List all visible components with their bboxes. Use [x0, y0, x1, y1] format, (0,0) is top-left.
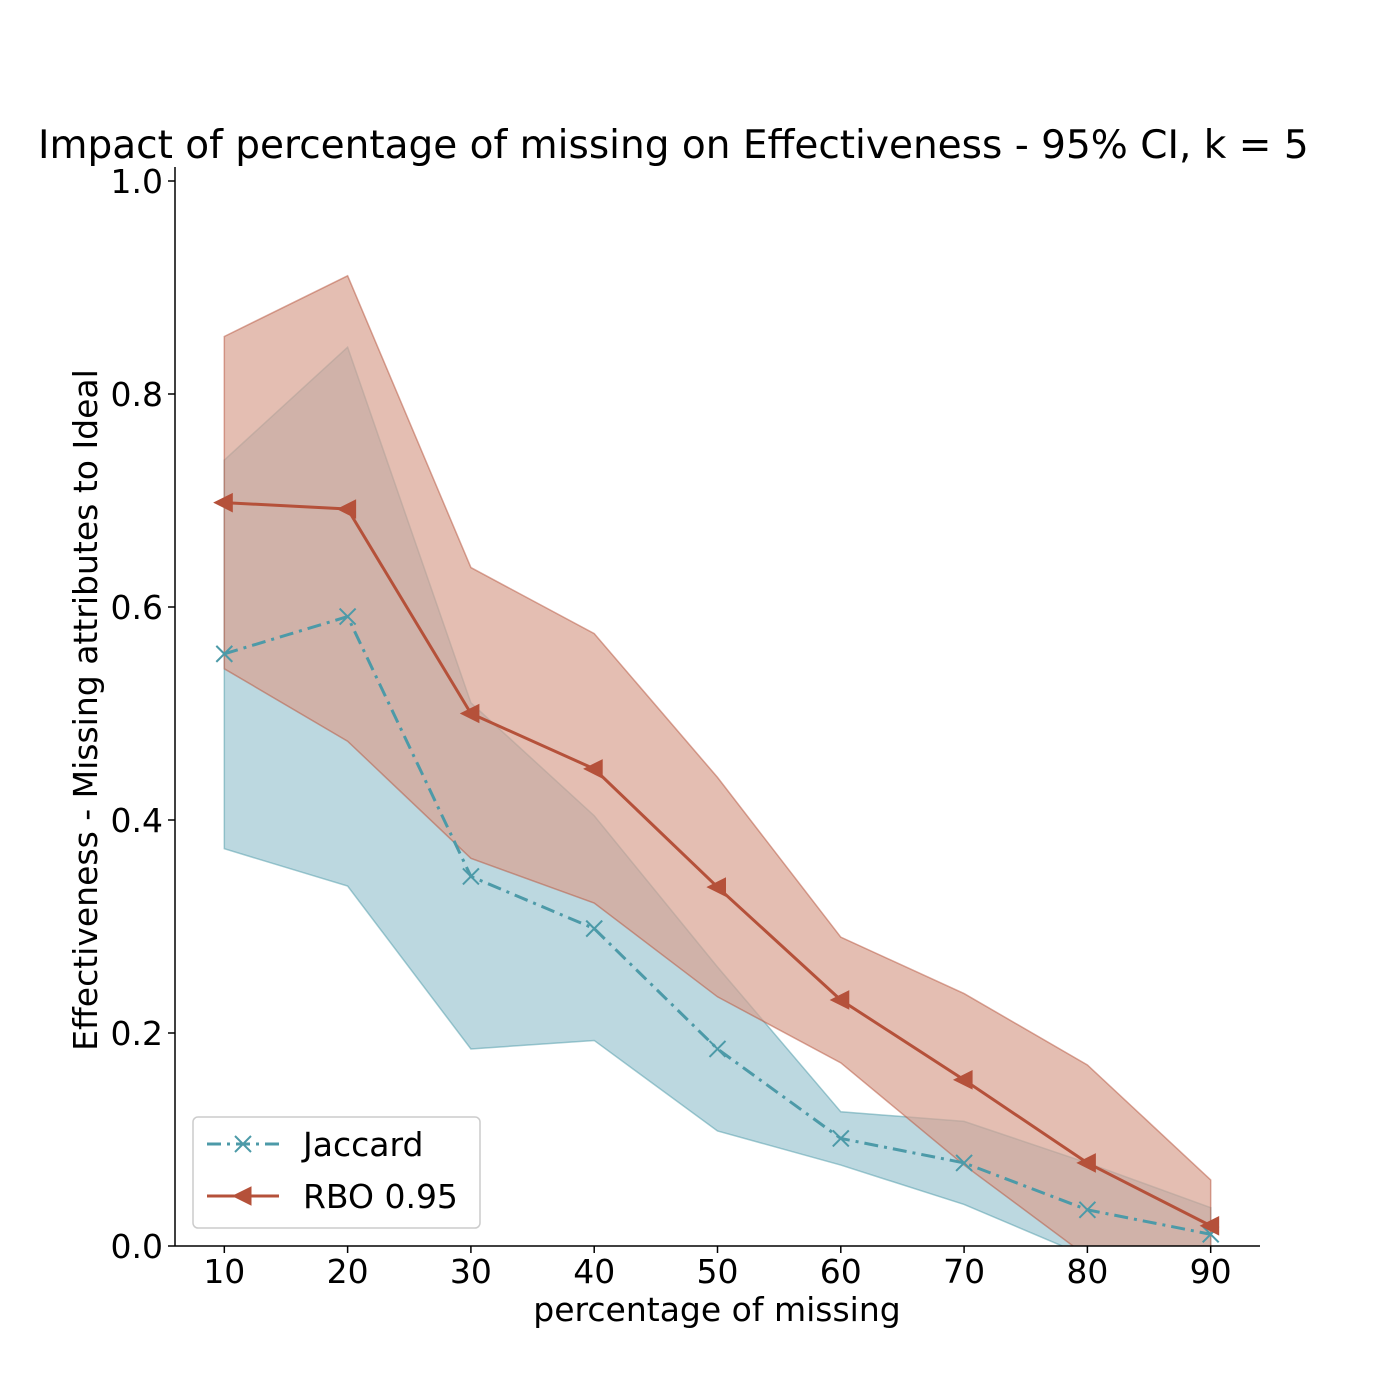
series-lines [213, 492, 1220, 1243]
x-tick-label: 90 [1190, 1252, 1232, 1291]
data-point [213, 492, 233, 513]
y-tick-label: 0.4 [111, 801, 163, 840]
confidence-bands [223, 274, 1212, 1246]
axes: 10 20 30 40 50 60 70 80 90 0.0 0.2 0.4 0.6 0.8 1.0 [111, 162, 1260, 1291]
x-tick-label: 50 [697, 1252, 739, 1291]
data-point [338, 607, 357, 626]
legend: Jaccard RBO 0.95 [192, 1116, 481, 1229]
legend-box [192, 1116, 481, 1229]
legend-label-2: RBO 0.95 [303, 1177, 458, 1216]
data-point [832, 1129, 850, 1148]
y-tick-label: 0.6 [111, 588, 163, 627]
data-point [1199, 1215, 1220, 1236]
x-tick-label: 80 [1066, 1252, 1108, 1291]
y-axis-label: Effectiveness - Missing attributes to Id… [66, 369, 105, 1051]
data-point [829, 990, 850, 1010]
data-point [708, 1040, 727, 1058]
data-point [215, 645, 234, 663]
data-point [459, 703, 480, 724]
y-tick-label: 0.8 [111, 375, 163, 414]
legend-label-1: Jaccard [301, 1125, 423, 1164]
x-axis-label: percentage of missing [533, 1290, 900, 1329]
data-point [583, 759, 603, 779]
data-point [1078, 1201, 1097, 1219]
x-tick-label: 60 [820, 1252, 862, 1291]
x-tick-label: 20 [327, 1252, 369, 1291]
y-tick-label: 0.2 [111, 1014, 163, 1053]
data-point [336, 499, 357, 519]
chart-title: Impact of percentage of missing on Effec… [38, 123, 1309, 168]
legend-marker-2 [231, 1186, 252, 1206]
series-line-1 [223, 615, 1211, 1236]
data-point [462, 867, 480, 886]
data-point [952, 1070, 973, 1090]
ci-band-2 [223, 274, 1212, 1246]
x-tick-label: 10 [203, 1252, 245, 1291]
y-tick-label: 0.0 [111, 1227, 163, 1266]
legend-marker-1 [234, 1135, 252, 1153]
data-point [1076, 1153, 1096, 1173]
x-tick-label: 70 [943, 1252, 985, 1291]
data-point [585, 919, 603, 938]
data-point [706, 877, 726, 897]
y-tick-label: 1.0 [111, 162, 163, 201]
x-tick-label: 30 [450, 1252, 492, 1291]
data-point [955, 1154, 973, 1172]
x-tick-label: 40 [573, 1252, 615, 1291]
